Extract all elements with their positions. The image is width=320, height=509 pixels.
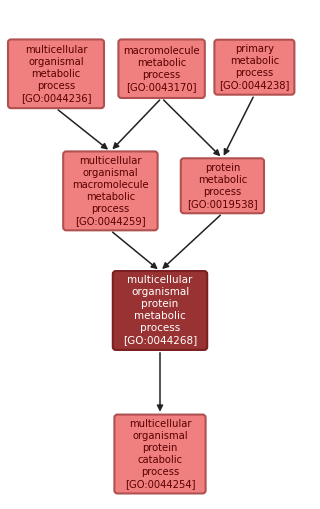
FancyBboxPatch shape <box>113 271 207 350</box>
FancyBboxPatch shape <box>181 158 264 213</box>
FancyBboxPatch shape <box>115 414 206 494</box>
FancyBboxPatch shape <box>118 40 205 98</box>
FancyBboxPatch shape <box>8 40 104 108</box>
Text: macromolecule
metabolic
process
[GO:0043170]: macromolecule metabolic process [GO:0043… <box>123 46 200 92</box>
Text: multicellular
organismal
metabolic
process
[GO:0044236]: multicellular organismal metabolic proce… <box>21 45 91 103</box>
Text: multicellular
organismal
protein
metabolic
process
[GO:0044268]: multicellular organismal protein metabol… <box>123 275 197 346</box>
Text: primary
metabolic
process
[GO:0044238]: primary metabolic process [GO:0044238] <box>219 44 290 90</box>
Text: multicellular
organismal
protein
catabolic
process
[GO:0044254]: multicellular organismal protein catabol… <box>125 419 195 489</box>
FancyBboxPatch shape <box>63 152 157 231</box>
Text: protein
metabolic
process
[GO:0019538]: protein metabolic process [GO:0019538] <box>187 163 258 209</box>
FancyBboxPatch shape <box>214 40 294 95</box>
Text: multicellular
organismal
macromolecule
metabolic
process
[GO:0044259]: multicellular organismal macromolecule m… <box>72 156 149 226</box>
